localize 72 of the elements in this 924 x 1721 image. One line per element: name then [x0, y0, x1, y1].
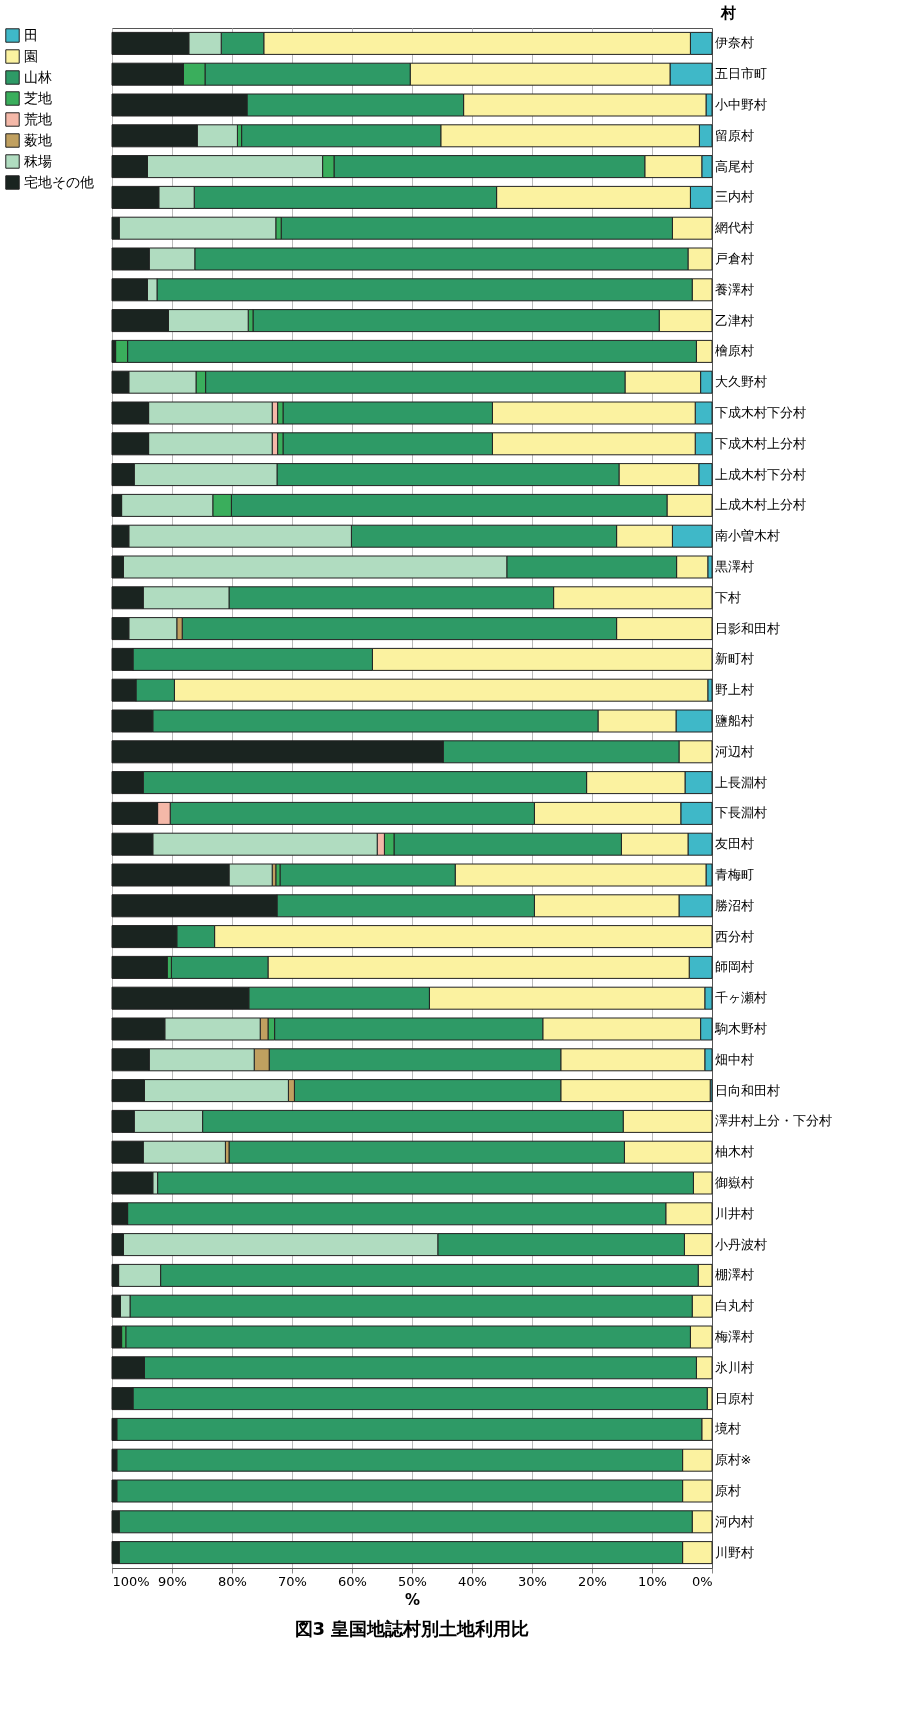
y-tick-label: 河辺村	[714, 743, 754, 759]
y-tick-label: 境村	[713, 1421, 741, 1437]
legend-label: 園	[24, 47, 38, 64]
y-tick-label: 大久野村	[714, 374, 767, 390]
y-tick-label: 小丹波村	[714, 1236, 767, 1252]
x-tick-label: 70%	[278, 1573, 307, 1589]
legend-label: 山林	[24, 68, 52, 85]
y-tick-label: 原村※	[714, 1452, 752, 1468]
x-tick-label: 20%	[578, 1573, 607, 1589]
y-tick-label: 上長淵村	[714, 774, 767, 790]
y-tick-label: 野上村	[714, 682, 754, 698]
y-tick-label: 川井村	[714, 1205, 754, 1221]
y-tick-label: 高尾村	[714, 158, 754, 174]
y-tick-label: 下長淵村	[714, 805, 767, 821]
y-tick-label: 三内村	[714, 189, 754, 205]
y-tick-label: 留原村	[714, 127, 754, 143]
legend-label: 荒地	[24, 110, 52, 127]
y-tick-label: 青梅町	[714, 867, 754, 882]
x-tick-label: 40%	[458, 1573, 487, 1589]
y-axis-title: 村	[719, 3, 736, 22]
y-tick-label: 伊奈村	[714, 35, 754, 51]
x-tick-label: 10%	[638, 1573, 667, 1589]
x-tick-label: 30%	[518, 1573, 547, 1589]
y-tick-label: 小中野村	[714, 97, 767, 112]
y-tick-label: 戸倉村	[714, 251, 754, 266]
y-tick-label: 棚澤村	[714, 1267, 754, 1283]
x-axis-title: %	[404, 1590, 421, 1609]
y-tick-label: 上成木村上分村	[714, 497, 806, 513]
y-tick-label: 鹽船村	[714, 713, 754, 728]
y-tick-label: 養澤村	[714, 281, 754, 297]
y-tick-label: 網代村	[713, 220, 754, 236]
y-tick-label: 畑中村	[714, 1051, 754, 1067]
x-tick-label: 0%	[691, 1573, 713, 1589]
legend-label: 芝地	[24, 89, 52, 106]
x-tick-label: 90%	[158, 1573, 187, 1589]
y-tick-label: 下村	[714, 589, 741, 605]
y-tick-label: 下成木村下分村	[714, 405, 806, 420]
y-tick-label: 澤井村上分・下分村	[714, 1113, 832, 1129]
y-tick-label: 檜原村	[714, 343, 754, 359]
y-tick-label: 川野村	[714, 1544, 754, 1560]
y-tick-label: 南小曽木村	[714, 528, 780, 544]
y-tick-label: 下成木村上分村	[714, 435, 806, 451]
y-tick-label: 師岡村	[714, 959, 754, 975]
y-tick-label: 氷川村	[714, 1359, 754, 1375]
y-tick-label: 河内村	[714, 1513, 754, 1529]
y-tick-label: 白丸村	[714, 1298, 754, 1314]
y-tick-label: 上成木村下分村	[714, 466, 806, 482]
y-tick-label: 千ヶ瀬村	[714, 990, 767, 1006]
x-tick-label: 60%	[338, 1573, 367, 1589]
y-tick-label: 西分村	[714, 928, 754, 944]
legend-label: 宅地その他	[24, 173, 94, 190]
y-tick-label: 五日市町	[714, 66, 767, 82]
legend-label: 薮地	[24, 131, 52, 148]
text: 図3 皇国地誌村別土地利用比	[294, 1618, 530, 1639]
legend-label: 田	[24, 26, 38, 43]
y-tick-label: 新町村	[714, 651, 754, 667]
x-tick-label: 80%	[218, 1573, 247, 1589]
y-tick-label: 駒木野村	[713, 1021, 767, 1036]
legend-label: 秣場	[24, 152, 52, 169]
y-tick-label: 原村	[714, 1483, 741, 1498]
y-tick-label: 黒澤村	[714, 559, 754, 574]
y-tick-label: 乙津村	[714, 312, 754, 328]
y-tick-label: 日影和田村	[714, 620, 780, 636]
y-tick-label: 梅澤村	[713, 1329, 754, 1344]
y-tick-label: 御嶽村	[714, 1175, 754, 1190]
y-tick-label: 日向和田村	[714, 1082, 780, 1098]
y-tick-label: 日原村	[714, 1390, 754, 1406]
y-tick-label: 勝沼村	[714, 897, 754, 913]
x-tick-label: 100%	[112, 1573, 150, 1589]
y-tick-label: 柚木村	[714, 1144, 754, 1160]
x-tick-label: 50%	[398, 1573, 427, 1589]
y-tick-label: 友田村	[714, 836, 754, 852]
